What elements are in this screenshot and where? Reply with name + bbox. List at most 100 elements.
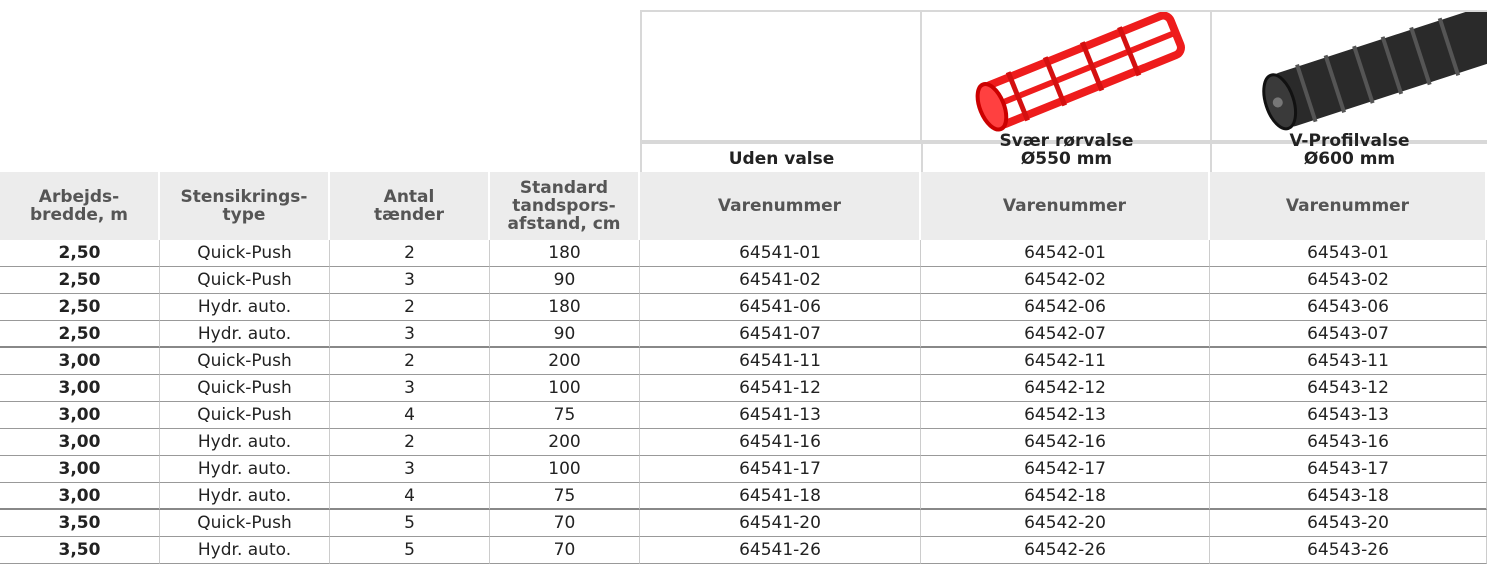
cell-text: Hydr. auto. xyxy=(198,459,291,479)
table-cell: 64542-12 xyxy=(921,375,1210,402)
table-cell: 90 xyxy=(490,267,640,294)
cell-text: 70 xyxy=(554,540,576,560)
cell-text: 64541-06 xyxy=(739,297,821,317)
cell-text: 3,00 xyxy=(59,378,101,398)
cell-text: 64543-12 xyxy=(1307,378,1389,398)
table-cell: 3,00 xyxy=(0,348,160,375)
table-cell: 3,00 xyxy=(0,375,160,402)
cell-text: 64542-12 xyxy=(1024,378,1106,398)
cell-text: 3 xyxy=(404,459,415,479)
cell-text: 3,50 xyxy=(59,540,101,560)
cell-text: Quick-Push xyxy=(197,270,292,290)
cell-text: 64542-11 xyxy=(1024,351,1106,371)
table-cell: 5 xyxy=(330,510,490,537)
table-cell: 64541-26 xyxy=(640,537,921,564)
table-cell: Quick-Push xyxy=(160,375,330,402)
cell-text: 64543-01 xyxy=(1307,243,1389,263)
table-cell: 64541-11 xyxy=(640,348,921,375)
table-cell: 2 xyxy=(330,240,490,267)
table-cell: 64541-13 xyxy=(640,402,921,429)
table-cell: 64543-07 xyxy=(1210,321,1487,348)
cell-text: 64543-11 xyxy=(1307,351,1389,371)
table-cell: 64541-18 xyxy=(640,483,921,510)
cell-text: 64542-02 xyxy=(1024,270,1106,290)
cell-text: Quick-Push xyxy=(197,243,292,263)
table-cell: 64541-07 xyxy=(640,321,921,348)
cell-text: 3 xyxy=(404,324,415,344)
table-cell: Quick-Push xyxy=(160,348,330,375)
table-cell: 64543-26 xyxy=(1210,537,1487,564)
cell-text: 90 xyxy=(554,270,576,290)
table-cell: 3,00 xyxy=(0,402,160,429)
table-cell: 2,50 xyxy=(0,267,160,294)
table-cell: 64541-17 xyxy=(640,456,921,483)
product-name: Uden valse xyxy=(729,150,835,168)
cell-text: 64543-20 xyxy=(1307,513,1389,533)
cell-text: 3,00 xyxy=(59,459,101,479)
cell-text: Quick-Push xyxy=(197,513,292,533)
table-cell: 3 xyxy=(330,456,490,483)
cell-text: 3,00 xyxy=(59,405,101,425)
cell-text: 2 xyxy=(404,351,415,371)
cell-text: 64543-16 xyxy=(1307,432,1389,452)
table-cell: 64543-17 xyxy=(1210,456,1487,483)
header-cell: Varenummer xyxy=(640,172,921,240)
table-cell: 64542-13 xyxy=(921,402,1210,429)
header-text: bredde, m xyxy=(30,206,128,224)
table-cell: Hydr. auto. xyxy=(160,321,330,348)
cell-text: 64542-17 xyxy=(1024,459,1106,479)
header-text: Stensikrings- xyxy=(181,188,308,206)
table-cell: 5 xyxy=(330,537,490,564)
table-cell: 64542-02 xyxy=(921,267,1210,294)
table-cell: 3 xyxy=(330,375,490,402)
cell-text: 2,50 xyxy=(59,243,101,263)
table-cell: 2,50 xyxy=(0,321,160,348)
table-cell: Hydr. auto. xyxy=(160,429,330,456)
table-cell: 2 xyxy=(330,429,490,456)
table-cell: 64543-18 xyxy=(1210,483,1487,510)
table-cell: 64543-02 xyxy=(1210,267,1487,294)
table-cell: 64543-11 xyxy=(1210,348,1487,375)
table-cell: Quick-Push xyxy=(160,510,330,537)
header-text: Arbejds- xyxy=(39,188,119,206)
product-cell: Uden valse xyxy=(640,142,921,172)
table-cell: 75 xyxy=(490,402,640,429)
cell-text: 75 xyxy=(554,405,576,425)
cell-text: 64541-17 xyxy=(739,459,821,479)
black-roller-image xyxy=(1212,12,1487,140)
cell-text: 2 xyxy=(404,297,415,317)
table-cell: 2 xyxy=(330,348,490,375)
table-cell: 100 xyxy=(490,375,640,402)
table-cell: 64543-01 xyxy=(1210,240,1487,267)
table-cell: 64543-16 xyxy=(1210,429,1487,456)
cell-text: 64543-26 xyxy=(1307,540,1389,560)
table-cell: 4 xyxy=(330,483,490,510)
table-cell: Hydr. auto. xyxy=(160,294,330,321)
cell-text: 4 xyxy=(404,486,415,506)
cell-text: 64542-07 xyxy=(1024,324,1106,344)
cell-text: 64543-13 xyxy=(1307,405,1389,425)
cell-text: 64542-18 xyxy=(1024,486,1106,506)
cell-text: 64543-18 xyxy=(1307,486,1389,506)
cell-text: 64541-26 xyxy=(739,540,821,560)
table-cell: Hydr. auto. xyxy=(160,483,330,510)
cell-text: Hydr. auto. xyxy=(198,540,291,560)
cell-text: 64541-20 xyxy=(739,513,821,533)
table-cell: Quick-Push xyxy=(160,240,330,267)
header-text: Antal xyxy=(384,188,435,206)
cell-text: Hydr. auto. xyxy=(198,432,291,452)
red-roller-image xyxy=(922,12,1210,140)
cell-text: 200 xyxy=(548,432,580,452)
cell-text: 64542-06 xyxy=(1024,297,1106,317)
cell-text: Quick-Push xyxy=(197,351,292,371)
table-cell: 64542-20 xyxy=(921,510,1210,537)
table-cell: 2 xyxy=(330,294,490,321)
table-cell: 64543-20 xyxy=(1210,510,1487,537)
cell-text: 64541-13 xyxy=(739,405,821,425)
image-cell xyxy=(1210,10,1487,142)
header-cell: Stensikrings-type xyxy=(160,172,330,240)
cell-text: 3 xyxy=(404,378,415,398)
cell-text: 64543-02 xyxy=(1307,270,1389,290)
cell-text: 64541-18 xyxy=(739,486,821,506)
